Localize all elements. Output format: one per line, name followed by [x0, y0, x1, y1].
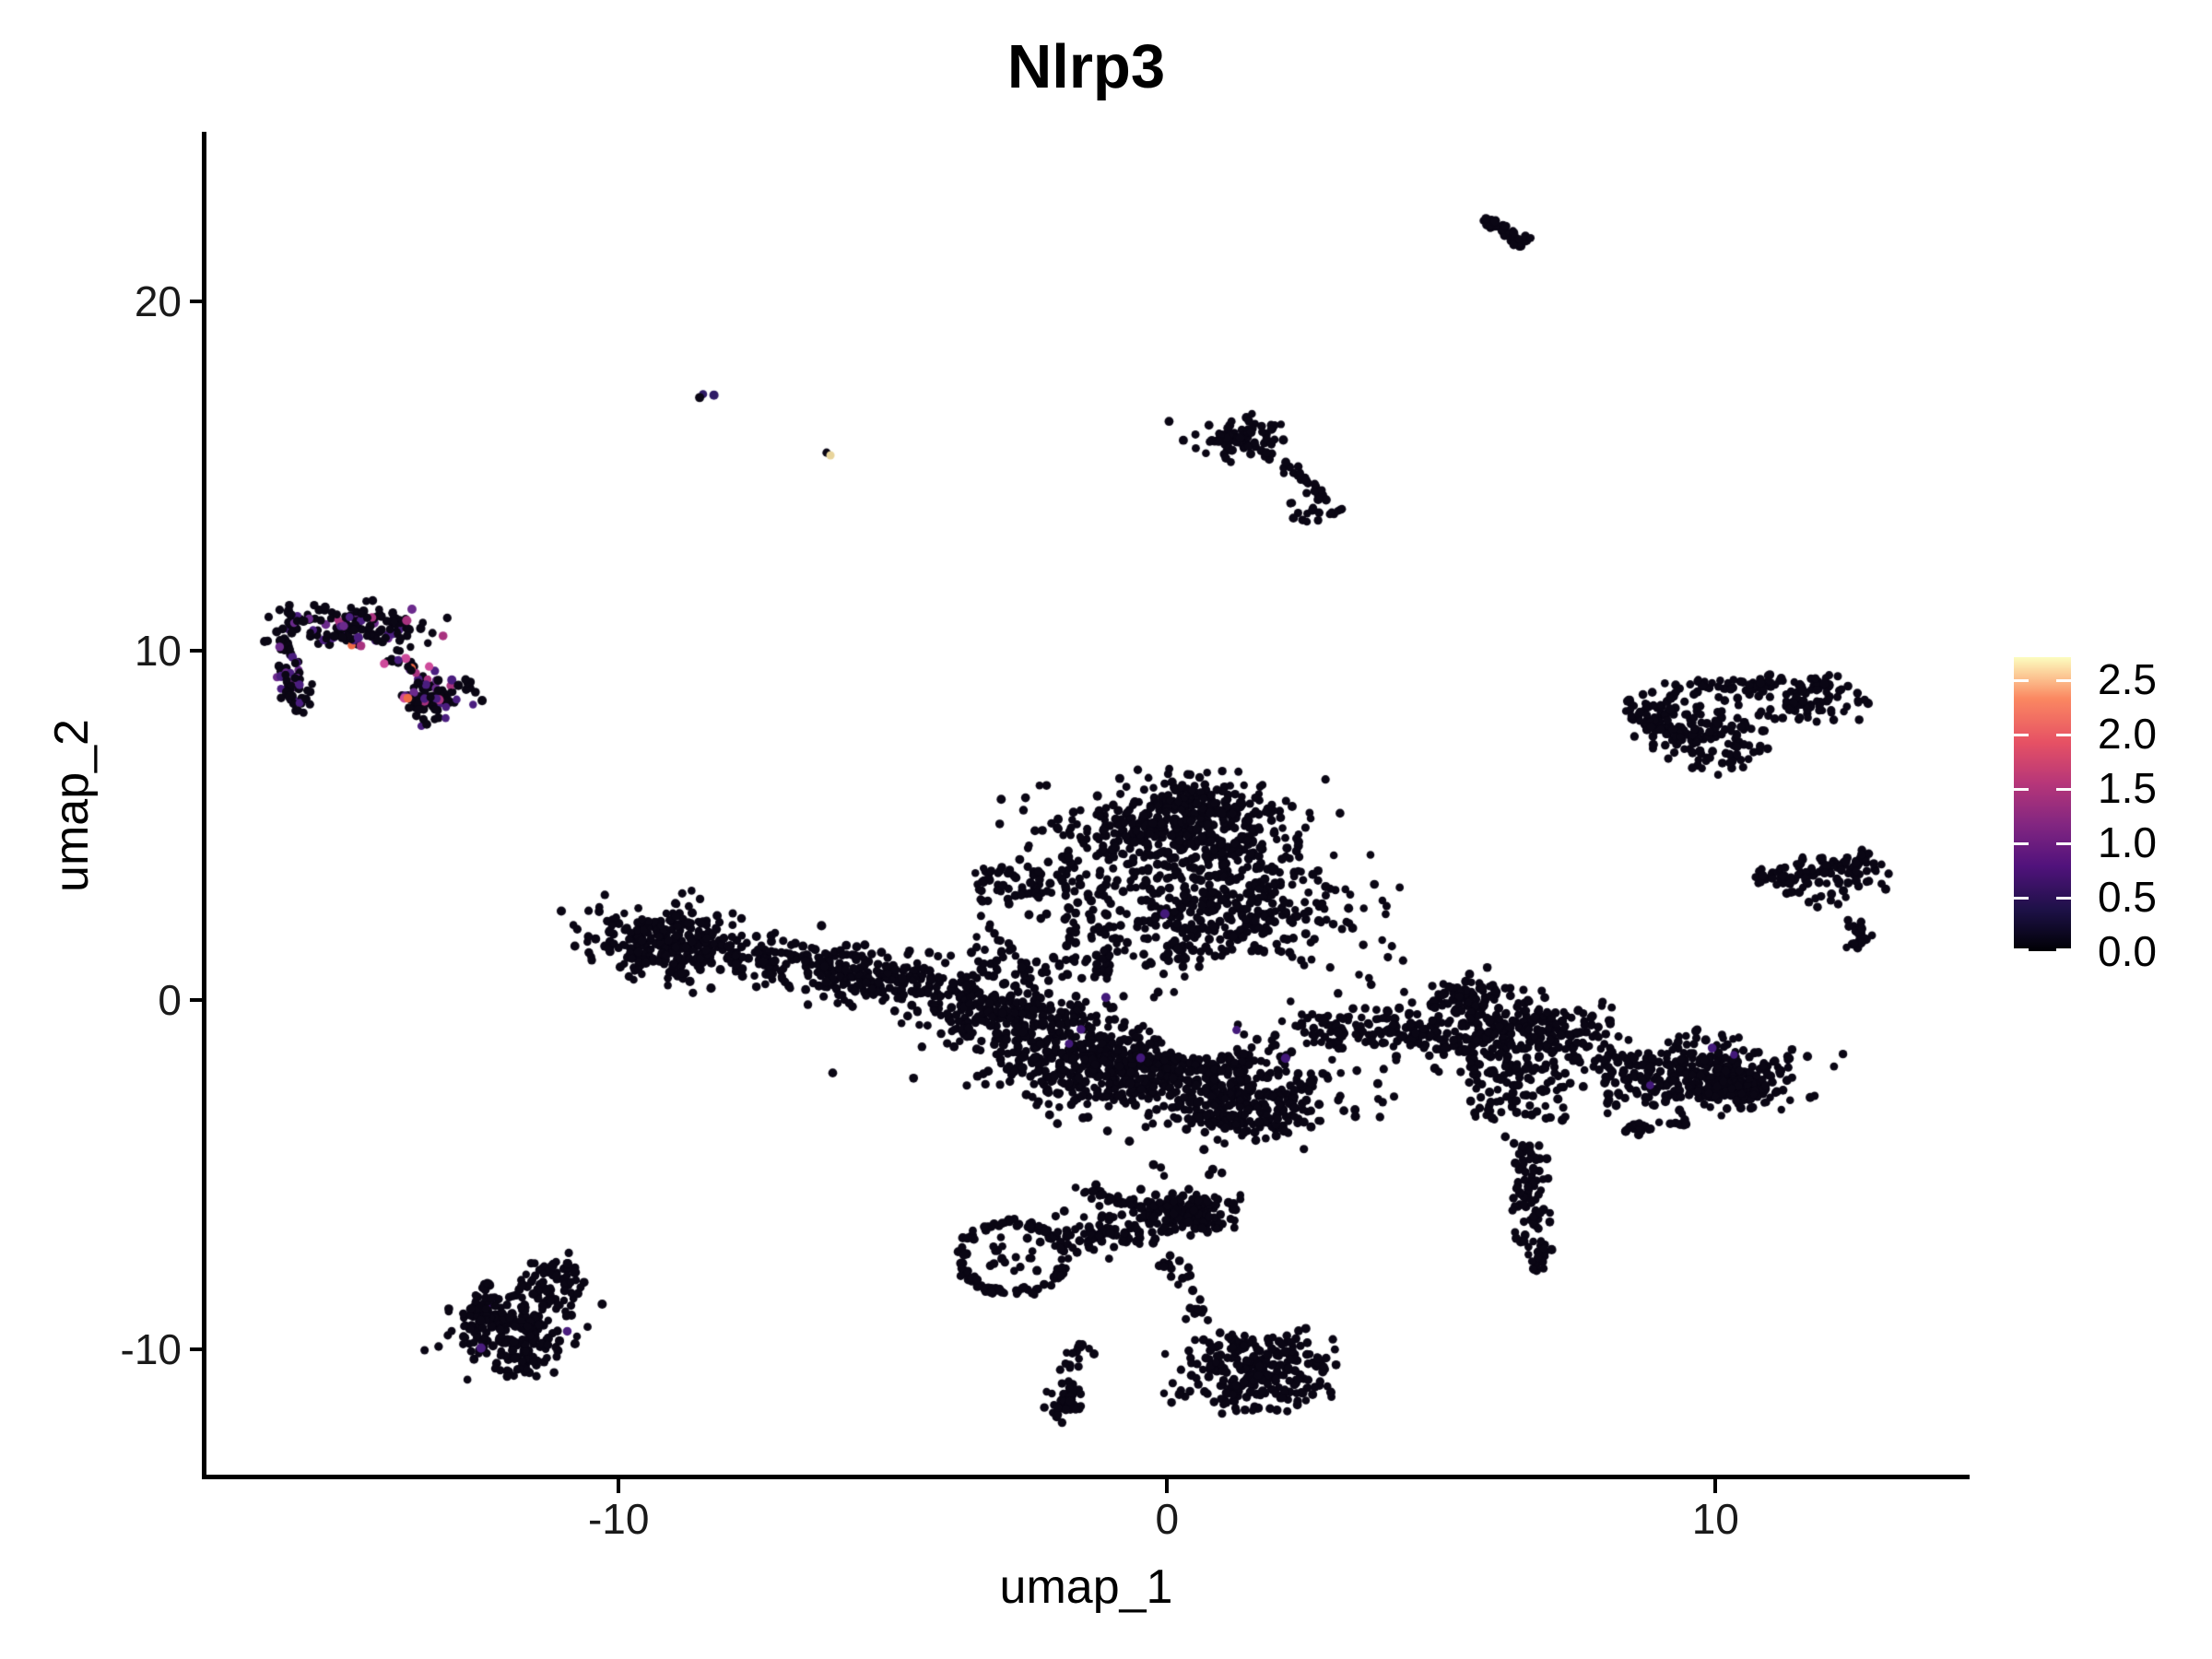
y-tick-mark: [190, 1347, 205, 1351]
colorbar-tick-label: 1.0: [2098, 818, 2157, 866]
colorbar-tick-label: 2.0: [2098, 709, 2157, 758]
y-tick-label: 0: [158, 975, 182, 1024]
colorbar-tick: [2014, 948, 2029, 951]
x-tick-label: 0: [1155, 1495, 1180, 1543]
colorbar-tick: [2056, 787, 2071, 791]
x-axis-title: umap_1: [999, 1560, 1173, 1614]
y-tick-label: 10: [134, 626, 182, 675]
y-tick-mark: [190, 648, 205, 653]
colorbar-tick: [2014, 787, 2029, 791]
x-tick-mark: [617, 1478, 621, 1493]
colorbar-tick: [2014, 896, 2029, 900]
colorbar-tick-label: 1.5: [2098, 763, 2157, 812]
y-tick-label: -10: [120, 1324, 182, 1373]
colorbar-tick: [2014, 841, 2029, 845]
colorbar-tick: [2056, 733, 2071, 736]
colorbar-tick: [2056, 678, 2071, 682]
y-axis-line: [202, 132, 206, 1479]
colorbar-tick-label: 0.0: [2098, 927, 2157, 975]
y-tick-mark: [190, 299, 205, 303]
colorbar-tick: [2056, 896, 2071, 900]
y-tick-mark: [190, 997, 205, 1002]
x-tick-label: 10: [1691, 1495, 1739, 1543]
x-axis-line: [202, 1475, 1970, 1479]
x-tick-label: -10: [587, 1495, 650, 1543]
x-tick-mark: [1165, 1478, 1170, 1493]
colorbar-gradient: [2014, 657, 2071, 951]
y-tick-label: 20: [134, 276, 182, 325]
x-tick-mark: [1713, 1478, 1718, 1493]
colorbar-tick: [2014, 678, 2029, 682]
colorbar-tick: [2056, 841, 2071, 845]
colorbar-tick: [2014, 733, 2029, 736]
y-axis-title: umap_2: [45, 719, 99, 892]
colorbar-tick-label: 0.5: [2098, 872, 2157, 921]
colorbar-tick-label: 2.5: [2098, 654, 2157, 703]
colorbar-tick: [2056, 948, 2071, 951]
